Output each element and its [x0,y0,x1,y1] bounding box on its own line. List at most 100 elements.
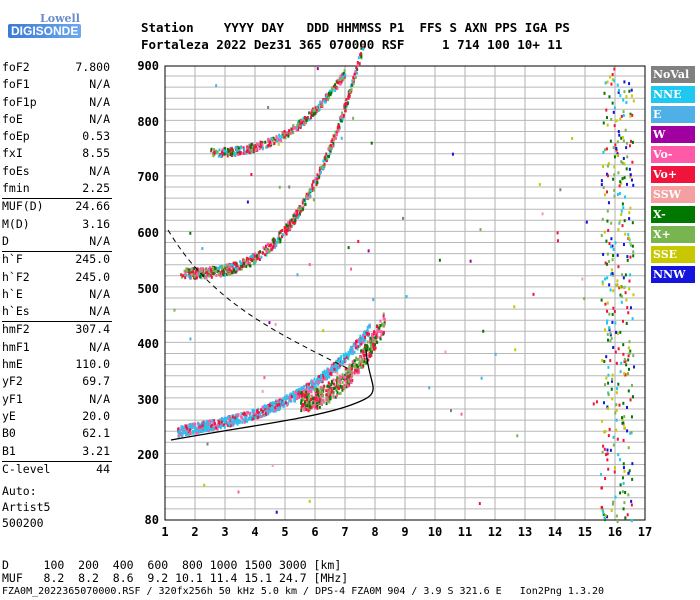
trace-point [229,272,232,276]
trace-point [628,469,631,473]
trace-point [305,392,308,396]
trace-point [321,103,324,107]
trace-point [347,373,350,377]
trace-point [606,405,609,409]
trace-point [611,379,614,383]
trace-point [275,240,278,244]
param-row: yE 20.0 [2,409,112,426]
trace-point [627,372,630,376]
trace-point [322,374,325,378]
trace-point [343,374,346,378]
trace-point [624,232,627,236]
trace-point [606,332,609,336]
trace-point [332,378,335,382]
trace-point [243,147,246,151]
trace-point [272,409,275,413]
trace-point [256,410,259,414]
trace-point [263,376,266,380]
trace-point [302,404,305,408]
trace-point [351,360,354,364]
param-row: B1 3.21 [2,444,112,461]
trace-point [309,117,312,121]
trace-point [629,112,632,116]
trace-point [339,360,342,364]
trace-point [315,108,318,112]
trace-point [215,84,218,88]
trace-point [611,244,614,248]
trace-point [196,430,199,434]
trace-point [610,117,613,121]
trace-point [630,178,633,182]
trace-point [469,259,472,263]
trace-point [306,404,309,408]
trace-point [339,77,342,81]
trace-point [349,348,352,352]
trace-point [327,147,330,151]
trace-point [368,339,371,343]
trace-point [314,403,317,407]
trace-point [215,426,218,430]
trace-point [623,501,626,505]
trace-point [242,264,245,268]
trace-point [283,135,286,139]
trace-point [606,448,609,452]
trace-point [194,422,197,426]
trace-point [232,261,235,265]
trace-point [268,139,271,143]
trace-point [350,364,353,368]
trace-point [210,147,213,151]
trace-point [301,394,304,398]
trace-point [305,388,308,392]
trace-point [179,433,182,437]
trace-point [600,179,603,183]
trace-point [321,386,324,390]
trace-point [324,158,327,162]
trace-point [189,275,192,279]
trace-point [351,371,354,375]
trace-point [621,224,624,228]
trace-point [206,269,209,273]
trace-point [228,272,231,276]
y-tick-label: 900 [137,59,159,73]
trace-point [632,254,635,258]
trace-point [611,377,614,381]
trace-point [601,282,604,286]
trace-point [609,448,612,452]
trace-point [604,302,607,306]
x-tick-label: 7 [341,525,348,539]
trace-point [405,295,408,299]
trace-point [604,429,607,433]
trace-point [631,140,634,144]
trace-point [256,416,259,420]
trace-point [294,218,297,222]
trace-point [595,400,598,404]
trace-point [625,95,628,99]
trace-point [602,121,605,125]
trace-point [631,160,634,164]
trace-point [321,100,324,104]
trace-point [355,366,358,370]
trace-point [248,264,251,268]
trace-point [613,188,616,192]
trace-point [323,369,326,373]
trace-point [610,272,613,276]
trace-point [621,135,624,139]
trace-point [612,443,615,447]
trace-point [187,428,190,432]
trace-point [302,392,305,396]
trace-point [234,416,237,420]
trace-point [615,283,618,287]
trace-point [616,83,619,87]
param-row: M(D) 3.16 [2,217,112,234]
trace-point [247,416,250,420]
y-tick-label: 200 [137,448,159,462]
trace-point [248,151,251,155]
trace-point [623,426,626,430]
trace-point [618,403,621,407]
trace-point [285,131,288,135]
trace-point [613,67,616,71]
trace-point [271,245,274,249]
trace-point [332,138,335,142]
trace-point [238,147,241,151]
trace-point [207,425,210,429]
